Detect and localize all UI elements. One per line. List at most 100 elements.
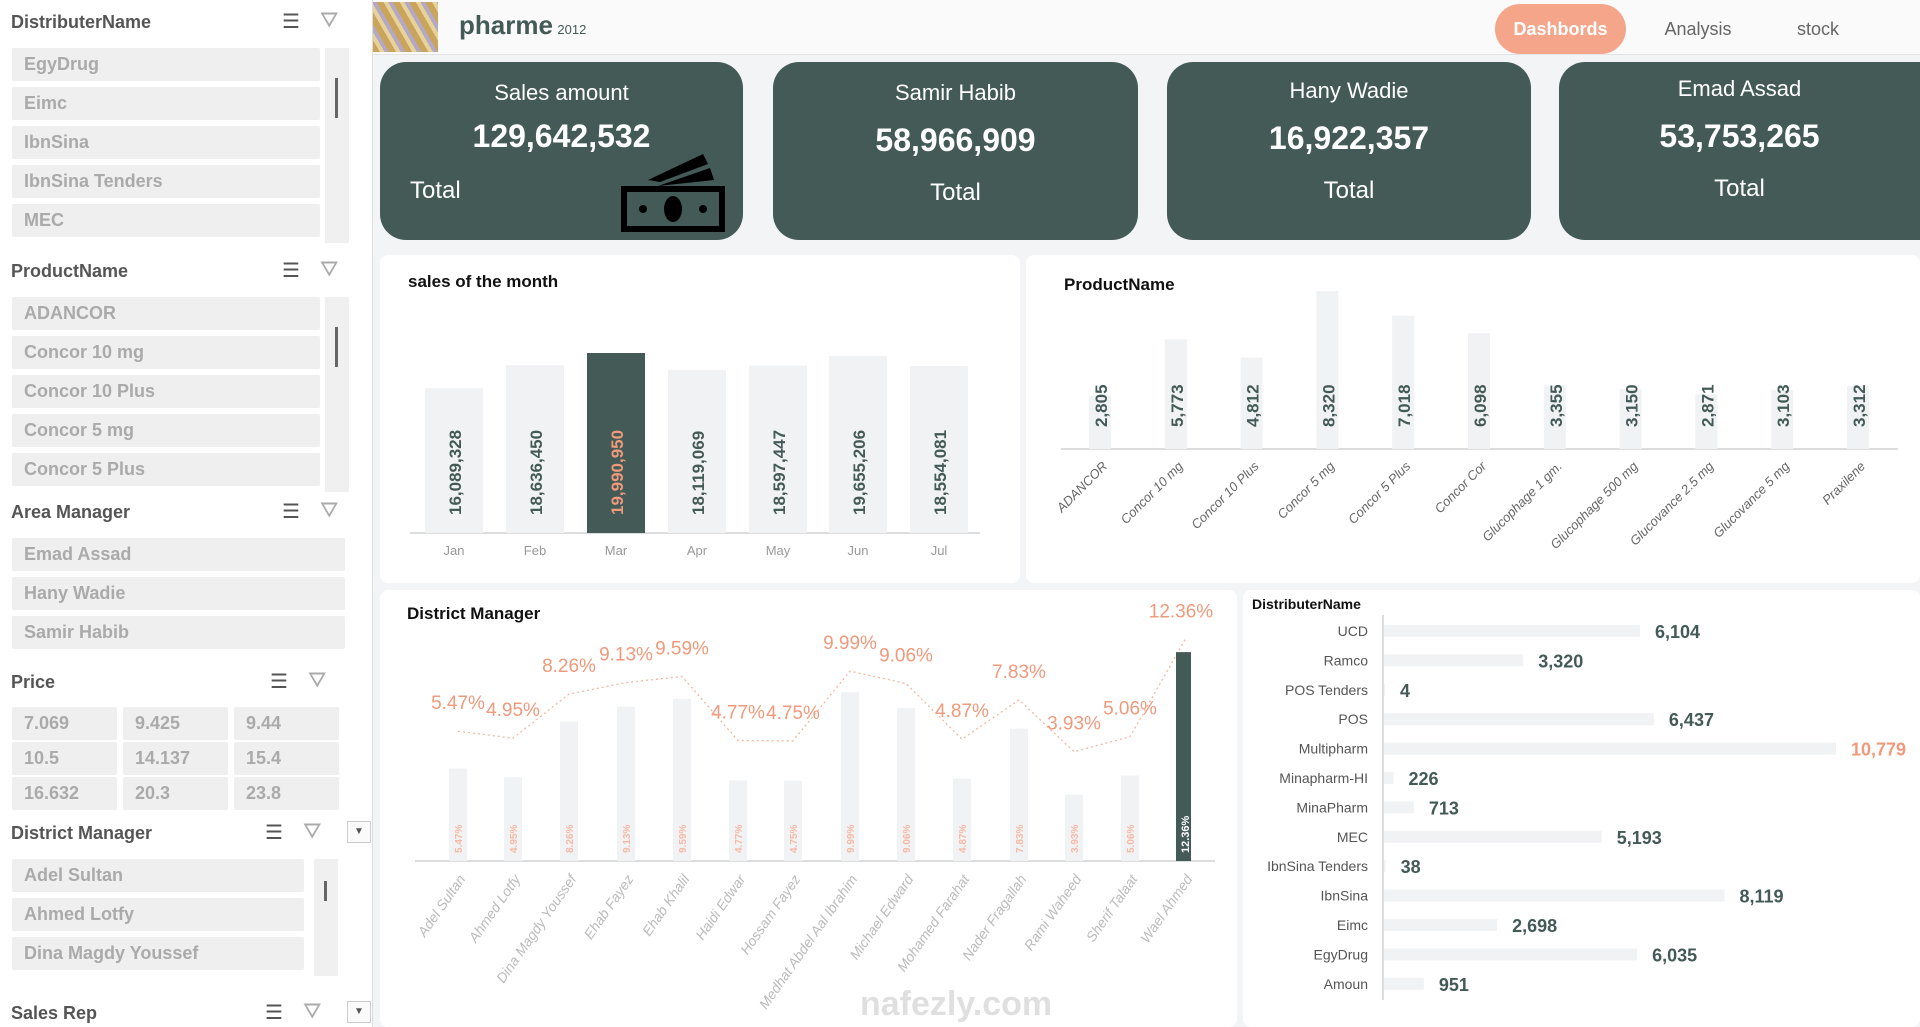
tab-stock[interactable]: stock xyxy=(1796,19,1839,39)
line-data-label: 9.59% xyxy=(655,638,709,659)
x-tick-label: Concor 5 mg xyxy=(1274,458,1338,522)
bar xyxy=(1384,654,1524,667)
kpi-hany-wadie: Hany Wadie 16,922,357 Total xyxy=(1167,62,1531,240)
multi-select-icon[interactable]: ☰ xyxy=(282,501,300,523)
kpi-samir-habib: Samir Habib 58,966,909 Total xyxy=(773,62,1138,240)
bar xyxy=(617,706,635,861)
slicer-item[interactable]: 7.069 xyxy=(12,707,117,740)
slicer-item[interactable]: 15.4 xyxy=(234,742,339,775)
scrollbar[interactable] xyxy=(325,297,349,492)
slicer-item[interactable]: MEC xyxy=(12,204,320,237)
kpi-value: 58,966,909 xyxy=(875,122,1036,158)
bar xyxy=(1384,830,1602,843)
x-tick-label: Jul xyxy=(931,543,948,558)
bar xyxy=(1847,386,1869,449)
bar xyxy=(1543,385,1566,449)
slicer-item[interactable]: Hany Wadie xyxy=(12,577,345,610)
watermark: nafezly.com xyxy=(860,985,1053,1023)
bar xyxy=(1619,389,1642,449)
clear-filter-icon[interactable]: ⛛ xyxy=(320,256,339,281)
x-tick-label: Haidi Edwar xyxy=(692,870,749,942)
slicer-item[interactable]: 10.5 xyxy=(12,742,117,775)
slicer-item[interactable]: 16.632 xyxy=(12,777,117,810)
bar xyxy=(784,780,802,861)
chart-title: ProductName xyxy=(1064,275,1175,294)
data-label: 6,035 xyxy=(1652,945,1697,965)
slicer-item[interactable]: Concor 5 mg xyxy=(12,414,320,447)
clear-filter-icon[interactable]: ⛛ xyxy=(320,497,339,522)
line-data-label: 9.99% xyxy=(823,633,877,654)
slicer-item[interactable]: Concor 5 Plus xyxy=(12,453,320,486)
bar xyxy=(673,698,691,861)
bar-inner-label: 4.87% xyxy=(958,825,969,853)
bar-feb xyxy=(506,365,564,533)
scrollbar[interactable] xyxy=(314,859,338,976)
multi-select-icon[interactable]: ☰ xyxy=(282,260,300,282)
kpi-value: 53,753,265 xyxy=(1659,118,1820,154)
multi-select-icon[interactable]: ☰ xyxy=(282,11,300,33)
kpi-footer: Total xyxy=(930,179,981,206)
slicer-item[interactable]: Emad Assad xyxy=(12,538,345,571)
bar-inner-label: 12.36% xyxy=(1180,815,1192,853)
data-label: 4 xyxy=(1400,681,1410,701)
multi-select-icon[interactable]: ☰ xyxy=(265,1002,283,1024)
slicer-item[interactable]: Concor 10 mg xyxy=(12,336,320,369)
bar xyxy=(1384,625,1640,637)
slicer-item[interactable]: 9.44 xyxy=(234,707,339,740)
x-tick-label: Sherif Talaat xyxy=(1083,871,1142,945)
chart-title: sales of the month xyxy=(408,272,559,291)
slicer-item[interactable]: ADANCOR xyxy=(12,297,320,330)
line-data-label: 12.36% xyxy=(1149,602,1214,623)
scrollbar[interactable] xyxy=(325,48,349,243)
bar-inner-label: 8.26% xyxy=(565,825,576,853)
bar-inner-label: 7.83% xyxy=(1015,825,1026,853)
x-tick-label: Concor 10 mg xyxy=(1118,458,1187,527)
clear-filter-icon[interactable]: ⛛ xyxy=(303,998,322,1023)
bar-jul xyxy=(910,365,968,533)
kpi-title: Emad Assad xyxy=(1677,76,1802,101)
kpi-sales-amount: Sales amount 129,642,532 Total xyxy=(380,62,743,240)
chart-sales-of-month: sales of the month 16,089,328 Jan 18,636,4… xyxy=(380,255,1020,583)
data-label: 713 xyxy=(1429,798,1459,818)
clear-filter-icon[interactable]: ⛛ xyxy=(320,7,339,32)
chart-distributer-name: DistributerName UCD 6,104 Ramco 3,320 POS Te… xyxy=(1243,590,1920,1027)
x-tick-label: Praxilene xyxy=(1819,459,1868,508)
slicer-item[interactable]: 14.137 xyxy=(123,742,228,775)
x-tick-label: Jan xyxy=(444,543,465,558)
slicer-item[interactable]: Adel Sultan xyxy=(12,859,304,892)
clear-filter-icon[interactable]: ⛛ xyxy=(303,818,322,843)
kpi-value: 129,642,532 xyxy=(472,118,651,154)
dropdown-chevron-icon[interactable]: ▼ xyxy=(347,821,371,843)
y-tick-label: IbnSina Tenders xyxy=(1267,858,1368,874)
tab-dashbords[interactable]: Dashbords xyxy=(1495,4,1626,54)
multi-select-icon[interactable]: ☰ xyxy=(265,822,283,844)
line-data-label: 8.26% xyxy=(542,656,596,677)
slicer-item[interactable]: 20.3 xyxy=(123,777,228,810)
kpi-title: Hany Wadie xyxy=(1289,78,1409,103)
tab-analysis[interactable]: Analysis xyxy=(1664,19,1732,39)
x-tick-label: Adel Sultan xyxy=(414,871,469,940)
slicer-item[interactable]: IbnSina Tenders xyxy=(12,165,320,198)
y-tick-label: Multipharm xyxy=(1299,741,1368,757)
chart-title: District Manager xyxy=(407,604,541,623)
multi-select-icon[interactable]: ☰ xyxy=(270,671,288,693)
slicer-item[interactable]: Ahmed Lotfy xyxy=(12,898,304,931)
slicer-item[interactable]: Samir Habib xyxy=(12,616,345,649)
y-tick-label: MinaPharm xyxy=(1296,799,1368,815)
bar xyxy=(1316,291,1339,449)
clear-filter-icon[interactable]: ⛛ xyxy=(308,667,327,692)
slicer-item[interactable]: Dina Magdy Youssef xyxy=(12,937,304,970)
line-data-label: 9.06% xyxy=(879,646,933,667)
slicer-item[interactable]: EgyDrug xyxy=(12,48,320,81)
slicer-item[interactable]: Concor 10 Plus xyxy=(12,375,320,408)
x-tick-label: Rami Waheed xyxy=(1021,871,1086,954)
app-year: 2012 xyxy=(557,22,587,37)
dropdown-chevron-icon[interactable]: ▼ xyxy=(347,1001,371,1023)
slicer-title-sales-rep: Sales Rep xyxy=(11,1003,98,1023)
bar xyxy=(1176,652,1191,861)
slicer-item[interactable]: 9.425 xyxy=(123,707,228,740)
line-data-label: 3.93% xyxy=(1047,714,1101,735)
slicer-item[interactable]: IbnSina xyxy=(12,126,320,159)
slicer-item[interactable]: 23.8 xyxy=(234,777,339,810)
slicer-item[interactable]: Eimc xyxy=(12,87,320,120)
